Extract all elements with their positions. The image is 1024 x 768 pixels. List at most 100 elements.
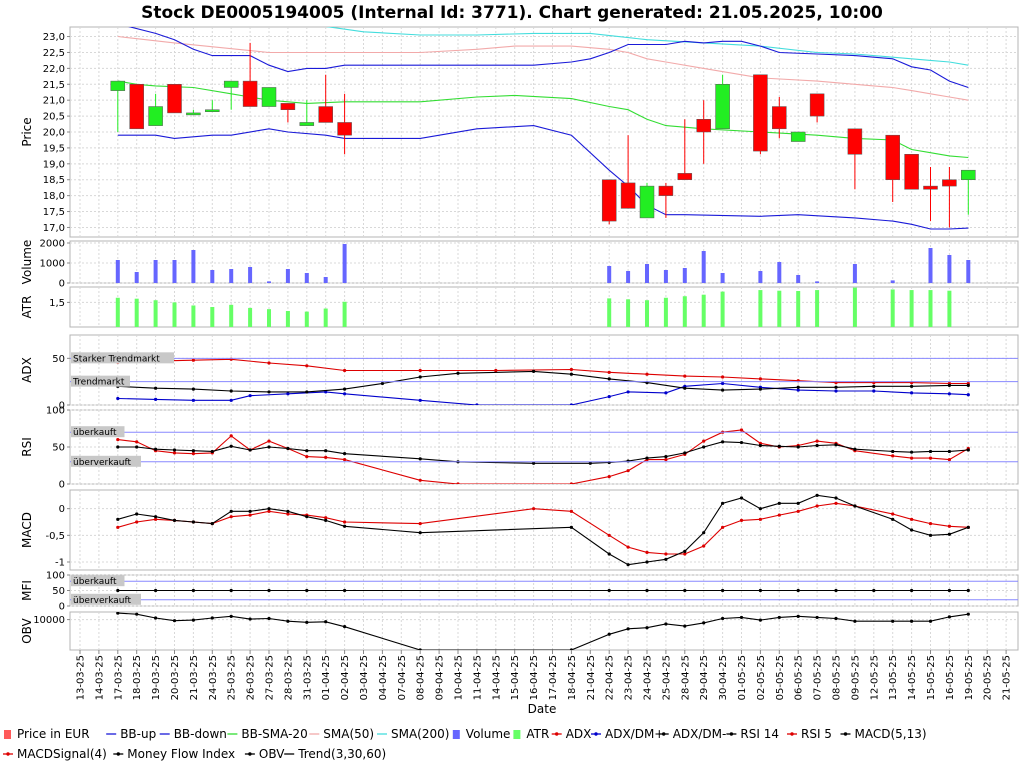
legend-label: SMA(50) (323, 727, 374, 741)
date-tick-labels: 13-03-25 14-03-25 17-03-25 18-03-25 19-03-25… (76, 650, 1013, 700)
date-tick-label: 21-03-25 (189, 655, 200, 700)
dm-plus-line-point (664, 391, 668, 395)
volume-bar (210, 270, 215, 283)
volume-bar (720, 273, 725, 283)
obv-line-point (777, 615, 781, 620)
macd-line-point (305, 515, 309, 519)
adx-line-point (494, 368, 498, 373)
macd-line-point (891, 517, 895, 521)
adx-line-point (758, 377, 763, 381)
date-tick-label: 17-03-25 (113, 655, 124, 700)
rsi5-line-point (815, 439, 819, 443)
legend-item: ADX/DM- (658, 727, 726, 741)
macd-line-point (324, 518, 328, 523)
date-tick-label: 23-04-25 (624, 655, 635, 700)
atr-bar (323, 308, 328, 327)
atr-y-axis-label: ATR (20, 296, 34, 319)
rsi14-line-point (418, 457, 422, 461)
date-tick-label: 01-05-25 (737, 655, 748, 700)
date-tick-label: 09-05-25 (850, 655, 861, 700)
atr-bar (267, 309, 271, 327)
obv-line-point (853, 619, 857, 623)
adx-line-point (418, 368, 422, 373)
rsi14-line-point (758, 443, 763, 448)
obv-line-point (645, 626, 649, 630)
macd-signal-line-point (532, 507, 536, 511)
volume-bar (285, 269, 290, 283)
macd-signal-line-point (248, 513, 252, 517)
candle-body (772, 106, 787, 130)
dm-plus-line-point (248, 394, 252, 398)
atr-bar (758, 290, 763, 327)
macd-signal-line-point (777, 513, 781, 517)
atr-bar (947, 290, 952, 327)
macd-signal-line-point (721, 525, 725, 529)
macd-signal-line-point (702, 544, 706, 548)
obv-line-point (928, 619, 933, 623)
mfi-line-point (229, 588, 233, 593)
x-axis-label: Date (528, 702, 557, 716)
mfi-line-point (116, 588, 120, 593)
date-tick-label: 27-03-25 (265, 655, 276, 700)
dm-plus-line-point (343, 392, 347, 396)
date-tick-label: 26-03-25 (246, 655, 257, 700)
legend-label: RSI 14 (740, 727, 779, 741)
macd-signal-line-point (229, 515, 233, 519)
dm-minus-line-point (683, 386, 687, 390)
rsi14-line-point (739, 440, 744, 445)
y-tick-label: 22,5 (43, 48, 65, 59)
legend-swatch-dot (6, 752, 10, 756)
dm-minus-line-point (834, 385, 838, 389)
macd-line-point (702, 531, 706, 535)
date-tick-label: 14-05-25 (907, 655, 918, 700)
macd-line-point (721, 501, 725, 505)
obv-line-point (267, 616, 271, 621)
macd-line-point (343, 524, 347, 528)
candle-body (167, 84, 182, 114)
macd-line-point (947, 532, 952, 536)
obv-line-point (966, 612, 970, 616)
y-tick-label: -1 (55, 558, 65, 569)
atr-series-layer (115, 287, 952, 327)
y-tick-label: 18,5 (43, 175, 65, 186)
macd-panel: -1 -0,5 0 MACD (20, 489, 1019, 571)
volume-bar (626, 271, 631, 283)
dm-plus-line-point (154, 397, 158, 401)
legend-swatch (452, 730, 460, 739)
rsi14-line-point (947, 449, 952, 454)
rsi14-line-point (135, 445, 139, 449)
macd-line-point (116, 517, 120, 521)
rsi14-line-point (683, 451, 687, 455)
legend-label: Price in EUR (17, 727, 90, 741)
date-tick-label: 19-05-25 (964, 655, 975, 700)
y-tick-label: 21,5 (43, 80, 65, 91)
sma50-line (117, 35, 969, 101)
date-tick-label: 13-05-25 (888, 655, 899, 700)
candle-body (205, 109, 220, 112)
adx-line-point (569, 367, 574, 372)
date-tick-label: 02-04-25 (340, 655, 351, 700)
legend-label: ATR (526, 727, 549, 741)
atr-bar (701, 294, 706, 327)
rsi5-line-point (456, 482, 460, 484)
rsi14-line-point (324, 449, 328, 453)
volume-bar (248, 267, 253, 283)
date-tick-label: 18-03-25 (132, 655, 143, 700)
rsi14-line-point (815, 443, 819, 448)
candle-body (847, 128, 863, 155)
dm-plus-line-point (721, 381, 725, 386)
atr-bar (229, 304, 234, 327)
obv-line-point (418, 648, 422, 650)
date-tick-label: 07-05-25 (813, 655, 824, 700)
atr-bar (645, 300, 649, 327)
atr-bar (777, 290, 782, 327)
trend-zone-label: Trendmarkt (72, 378, 125, 388)
mfi-line-point (305, 588, 309, 593)
volume-bar (701, 251, 706, 283)
y-tick-label: 10000 (33, 615, 65, 626)
rsi14-line-point (928, 449, 933, 454)
legend-swatch-dot (790, 732, 794, 736)
candle-body (110, 80, 126, 91)
y-tick-label: 0 (59, 602, 65, 613)
